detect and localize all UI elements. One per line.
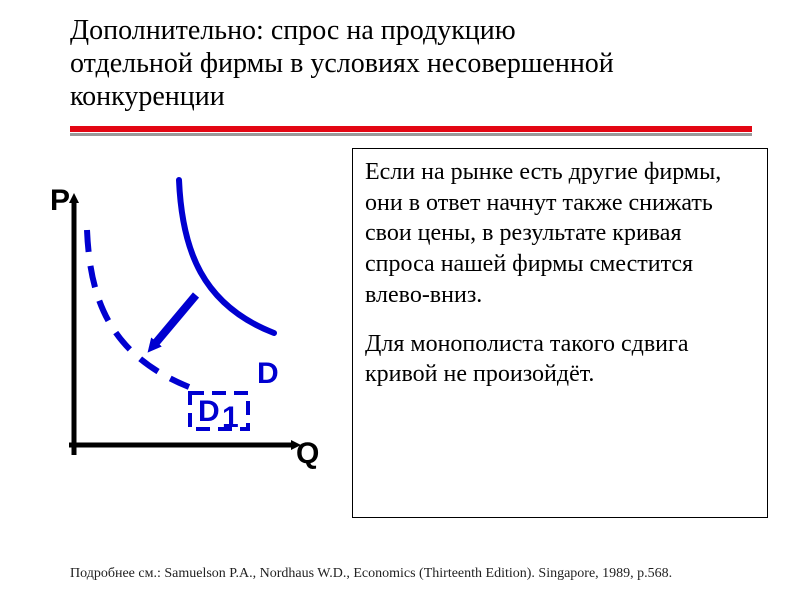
curve-label-d: D — [257, 357, 279, 390]
curve-label-d1-box: D 1 — [190, 393, 248, 434]
explanation-p1: Если на рынке есть другие фирмы, они в о… — [365, 157, 755, 311]
curve-label-d1-sub: 1 — [222, 401, 239, 434]
y-axis-label: P — [50, 184, 70, 217]
demand-curve-d — [179, 180, 274, 333]
title-divider — [70, 126, 752, 132]
title-divider-shadow — [70, 133, 752, 136]
curve-label-d1: D — [198, 395, 220, 428]
slide-title: Дополнительно: спрос на продукцию отдель… — [70, 14, 630, 113]
demand-chart: P Q D D 1 — [14, 155, 344, 485]
explanation-box: Если на рынке есть другие фирмы, они в о… — [352, 148, 768, 518]
shift-arrow — [154, 295, 196, 345]
footnote-citation: Подробнее см.: Samuelson P.A., Nordhaus … — [70, 566, 672, 582]
demand-curve-d1 — [87, 230, 189, 387]
explanation-p2: Для монополиста такого сдвига кривой не … — [365, 329, 755, 390]
x-axis-label: Q — [296, 437, 319, 470]
